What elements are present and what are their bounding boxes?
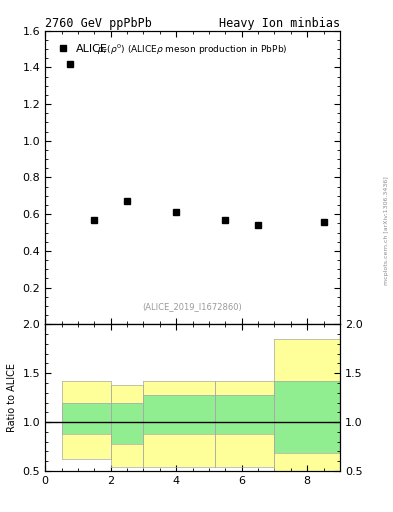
Line: ALICE: ALICE [66, 60, 327, 229]
ALICE [223, 217, 228, 223]
Text: $p_T(\rho^0)$ (ALICE$\rho$ meson production in PbPb): $p_T(\rho^0)$ (ALICE$\rho$ meson product… [97, 42, 288, 57]
Text: 2760 GeV ppPbPb: 2760 GeV ppPbPb [45, 16, 152, 30]
ALICE [174, 209, 178, 216]
ALICE [68, 61, 72, 67]
Text: (ALICE_2019_I1672860): (ALICE_2019_I1672860) [143, 302, 242, 311]
ALICE [321, 219, 326, 225]
Y-axis label: Ratio to ALICE: Ratio to ALICE [7, 363, 17, 432]
ALICE [92, 217, 97, 223]
Text: Heavy Ion minbias: Heavy Ion minbias [219, 16, 340, 30]
Text: mcplots.cern.ch [arXiv:1306.3436]: mcplots.cern.ch [arXiv:1306.3436] [384, 176, 389, 285]
ALICE [256, 222, 261, 228]
Legend: ALICE: ALICE [54, 39, 112, 58]
ALICE [125, 198, 129, 204]
